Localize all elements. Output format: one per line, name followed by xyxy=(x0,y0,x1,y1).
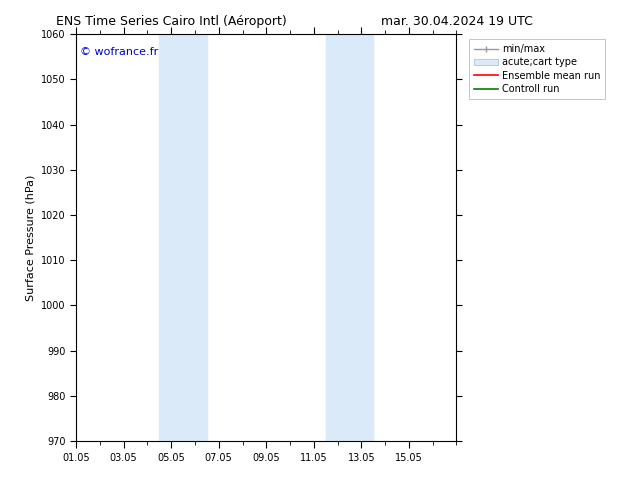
Bar xyxy=(159,34,207,441)
Text: ENS Time Series Cairo Intl (Aéroport): ENS Time Series Cairo Intl (Aéroport) xyxy=(56,15,287,28)
Text: mar. 30.04.2024 19 UTC: mar. 30.04.2024 19 UTC xyxy=(380,15,533,28)
Legend: min/max, acute;cart type, Ensemble mean run, Controll run: min/max, acute;cart type, Ensemble mean … xyxy=(469,39,605,99)
Y-axis label: Surface Pressure (hPa): Surface Pressure (hPa) xyxy=(25,174,36,301)
Text: © wofrance.fr: © wofrance.fr xyxy=(80,47,158,56)
Bar xyxy=(326,34,373,441)
